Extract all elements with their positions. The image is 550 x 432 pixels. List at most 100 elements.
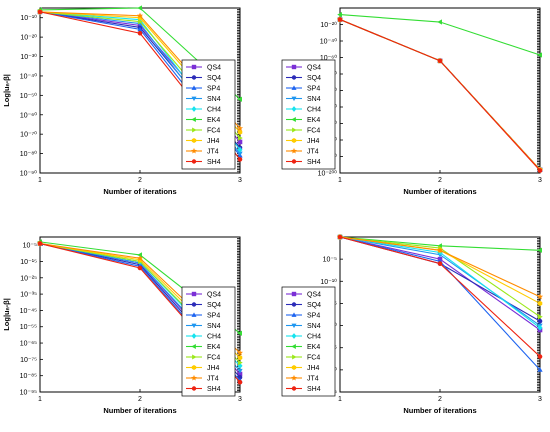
- data-point-QS4: [237, 371, 243, 377]
- series-line-CH4: [339, 19, 541, 171]
- data-point-JT4: [136, 12, 144, 19]
- legend-marker-QS4: [291, 64, 297, 70]
- y-tick-label: 10⁻⁷⁵: [20, 357, 37, 364]
- series-SN4: [337, 17, 543, 173]
- series-line-SP4: [339, 19, 541, 171]
- legend-marker-FC4: [292, 354, 297, 360]
- y-tick-label: 10⁻⁷⁰: [20, 131, 37, 139]
- data-point-EK4: [337, 11, 342, 18]
- data-point-SH4: [37, 9, 43, 15]
- x-tick-label: 3: [538, 177, 542, 184]
- legend-marker-CH4: [191, 333, 197, 339]
- data-point-SH4: [137, 265, 143, 271]
- legend-label: CH4: [307, 107, 321, 114]
- data-point-CH4: [237, 146, 243, 153]
- legend-marker-SN4: [191, 96, 197, 102]
- legend-marker-JT4: [191, 147, 197, 154]
- x-tick-label: 3: [538, 396, 542, 403]
- legend-marker-FC4: [192, 354, 197, 360]
- data-point-CH4: [237, 362, 243, 369]
- x-tick-label: 2: [438, 396, 442, 403]
- legend-label: SP4: [307, 86, 320, 93]
- legend-label: FC4: [207, 355, 220, 362]
- legend-marker-SP4: [191, 312, 197, 317]
- legend-marker-CH4: [291, 106, 297, 112]
- legend-label: SN4: [207, 96, 221, 103]
- series-SH4: [337, 234, 543, 359]
- legend-marker-CH4: [191, 106, 197, 112]
- y-tick-label: 10⁻⁸⁵: [20, 373, 37, 380]
- x-tick-label: 3: [238, 396, 242, 403]
- y-tick-label: 10⁻⁸⁰: [20, 150, 37, 158]
- data-point-SH4: [237, 157, 243, 162]
- legend-marker-JT4: [191, 374, 197, 381]
- x-tick-label: 1: [338, 177, 342, 184]
- y-tick-label: 10⁻⁵⁰: [20, 92, 37, 100]
- chart-panel-2: 10⁻²⁰10⁻⁴⁰10⁻⁶⁰10⁻⁸⁰10⁻¹⁰⁰10⁻¹²⁰10⁻¹⁴⁰10…: [281, 7, 544, 196]
- y-tick-label: 10⁻⁶⁰: [320, 54, 337, 62]
- y-tick-label: 10⁻⁹⁰: [20, 170, 37, 178]
- legend-marker-SP4: [291, 312, 297, 317]
- data-point-JH4: [237, 129, 243, 135]
- legend-marker-SN4: [291, 323, 297, 329]
- legend-marker-JH4: [191, 364, 197, 371]
- legend-label: QS4: [307, 65, 321, 72]
- legend-label: SQ4: [307, 75, 321, 82]
- series-EK4: [337, 11, 542, 58]
- legend-label: SQ4: [207, 302, 221, 309]
- legend-box: [281, 59, 336, 170]
- legend-label: SQ4: [207, 75, 221, 82]
- y-tick-label: 10⁻⁵: [323, 257, 337, 264]
- data-point-SH4: [237, 379, 243, 385]
- legend-marker-SQ4: [191, 75, 197, 80]
- legend-label: JH4: [307, 138, 320, 145]
- series-line-SN4: [339, 19, 541, 171]
- data-point-EK4: [237, 330, 242, 336]
- legend-label: JH4: [207, 138, 220, 145]
- legend-label: CH4: [207, 334, 221, 341]
- data-point-JH4: [237, 355, 243, 361]
- data-point-SH4: [337, 234, 343, 240]
- legend-label: CH4: [207, 107, 221, 114]
- data-point-SH4: [537, 168, 543, 173]
- legend-label: QS4: [207, 292, 221, 299]
- y-tick-label: 10⁻¹⁰: [320, 278, 337, 286]
- legend-marker-FC4: [192, 127, 197, 133]
- data-point-JT4: [436, 247, 444, 253]
- legend-marker-SQ4: [191, 302, 197, 307]
- legend-marker-FC4: [292, 127, 297, 133]
- y-axis-label: Log|uₙ-β|: [2, 298, 11, 331]
- series-line-FC4: [339, 19, 541, 171]
- y-tick-label: 10⁻⁴⁰: [20, 72, 37, 80]
- series-line-SQ4: [339, 19, 541, 171]
- data-point-SH4: [537, 354, 543, 359]
- y-tick-label: 10⁻²⁰: [20, 34, 37, 42]
- data-point-EK4: [437, 19, 442, 25]
- x-axis-label: Number of iterations: [103, 187, 176, 196]
- y-tick-label: 10⁻⁴⁵: [20, 308, 37, 315]
- data-point-SN4: [237, 368, 243, 374]
- legend-marker-JT4: [291, 147, 297, 154]
- legend: QS4 SQ4 SP4 SN4 CH4 EK4 FC4 JH4 JT4 SH4: [181, 59, 236, 170]
- series-CH4: [337, 16, 543, 173]
- legend-marker-SH4: [191, 159, 197, 164]
- chart-panel-1: 10⁻¹⁰ 10⁻²⁰ 10⁻³⁰ 10⁻⁴⁰ 10⁻⁵⁰ 10⁻⁶⁰ 10⁻⁷⁰ 10⁻⁸⁰…: [2, 5, 244, 196]
- data-point-JT4: [536, 293, 544, 300]
- data-point-FC4: [138, 18, 143, 25]
- legend-label: SN4: [307, 323, 321, 330]
- data-point-SH4: [437, 261, 443, 266]
- plot-frame: [339, 7, 541, 174]
- legend-marker-SN4: [191, 323, 197, 329]
- data-point-SH4: [137, 30, 143, 36]
- legend-label: JH4: [207, 365, 220, 372]
- y-tick-label: 10⁻⁵⁵: [20, 324, 37, 331]
- data-point-JT4: [236, 349, 244, 356]
- legend-marker-JH4: [291, 364, 297, 371]
- legend: QS4 SQ4 SP4 SN4 CH4 EK4 FC4 JH4 JT4 SH4: [281, 59, 336, 170]
- data-point-EK4: [137, 252, 142, 258]
- data-point-SH4: [337, 17, 343, 22]
- y-tick-label: 10⁻²⁵: [20, 275, 37, 282]
- y-tick-label: 10⁻³⁵: [20, 292, 37, 299]
- legend-marker-EK4: [191, 343, 196, 350]
